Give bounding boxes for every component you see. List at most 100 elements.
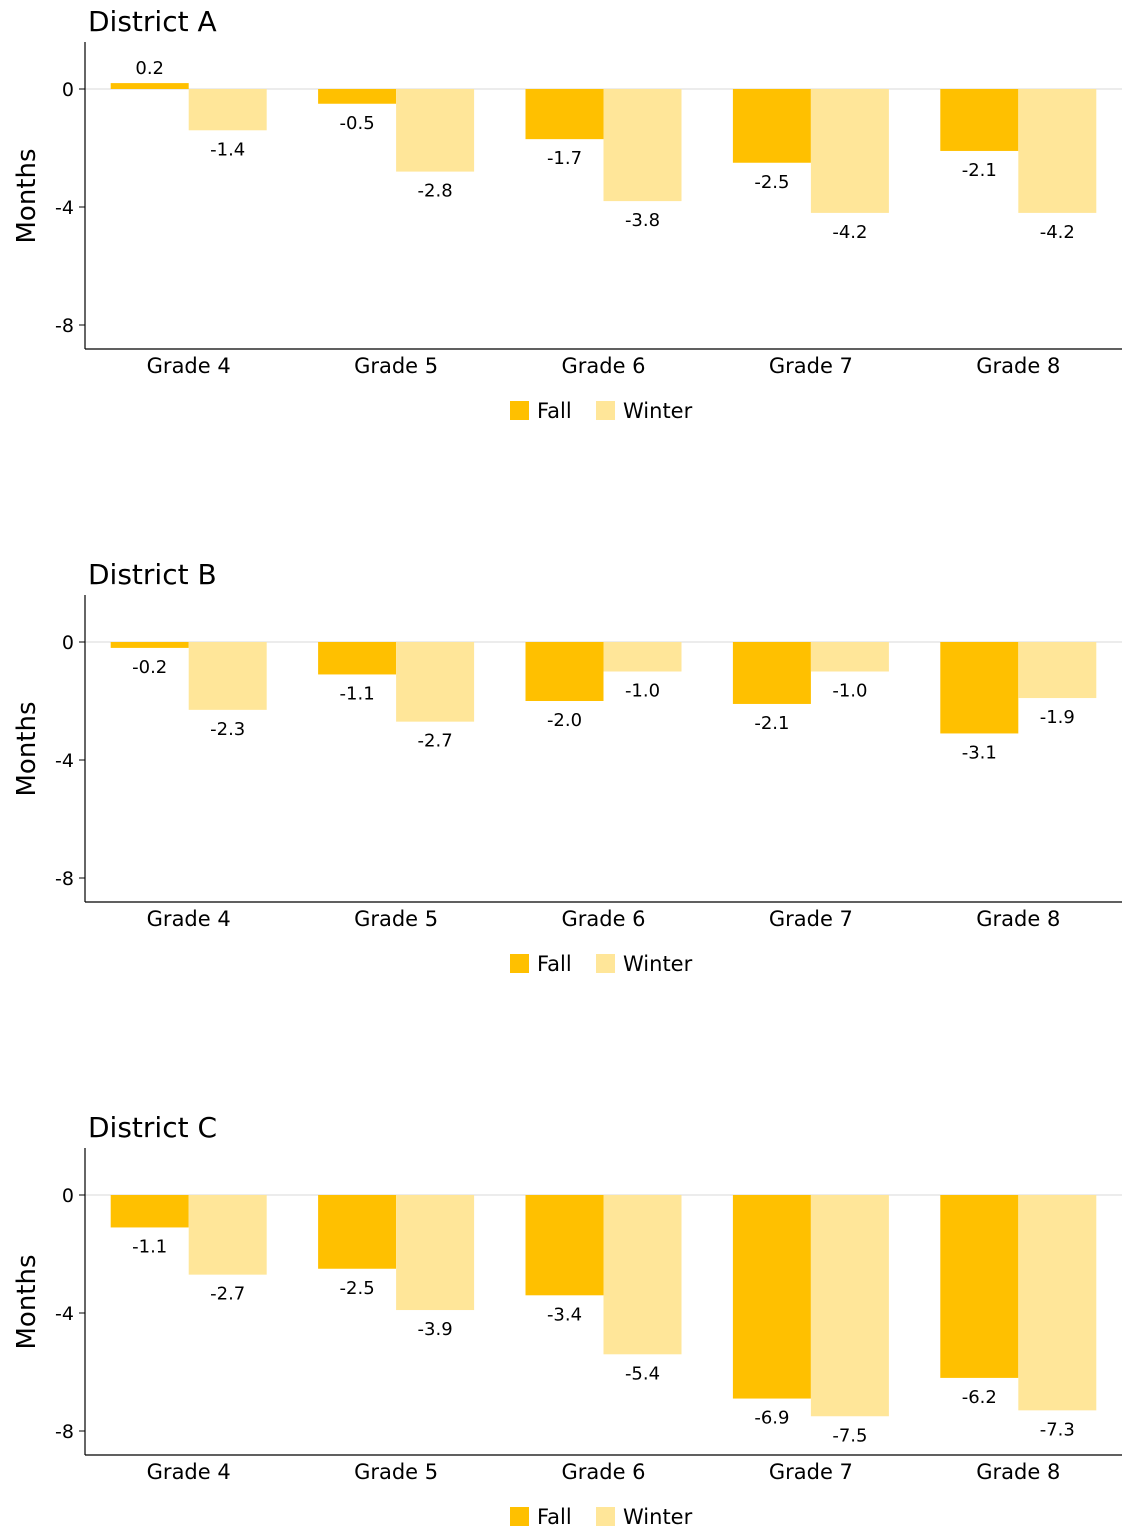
y-tick-label: 0 xyxy=(62,1185,74,1207)
chart-title: District B xyxy=(88,558,217,591)
y-tick-label: 0 xyxy=(62,632,74,654)
bar-fall xyxy=(525,89,604,140)
legend-label-winter: Winter xyxy=(623,399,693,423)
data-label: -2.7 xyxy=(210,1284,245,1305)
x-tick-label: Grade 8 xyxy=(976,907,1060,931)
bar-fall xyxy=(732,89,811,163)
data-label: -2.3 xyxy=(210,719,245,740)
y-axis-label: Months xyxy=(12,1254,42,1349)
data-label: -2.1 xyxy=(754,713,789,734)
legend: Fall Winter xyxy=(510,399,693,423)
bar-winter xyxy=(188,89,267,131)
y-tick-label: 0 xyxy=(62,79,74,101)
x-tick-label: Grade 7 xyxy=(769,354,853,378)
data-label: -3.4 xyxy=(547,1304,582,1325)
y-tick-label: -4 xyxy=(55,750,74,772)
bar-winter xyxy=(603,642,682,672)
chart-panel: District A Months 0 -4 -8 0.2 -1.4 Grade 4 -0.5 -… xyxy=(12,5,1122,423)
y-tick-label: -8 xyxy=(55,1421,74,1443)
bar-fall xyxy=(525,642,604,701)
legend-label-fall: Fall xyxy=(537,952,572,976)
data-label: 0.2 xyxy=(135,58,164,79)
data-label: -1.1 xyxy=(132,1236,167,1257)
bar-winter xyxy=(603,89,682,202)
x-tick-label: Grade 7 xyxy=(769,1460,853,1484)
y-tick-label: -8 xyxy=(55,868,74,890)
bar-winter xyxy=(603,1195,682,1355)
legend-swatch-fall xyxy=(510,401,529,420)
data-label: -2.0 xyxy=(547,710,582,731)
data-label: -6.9 xyxy=(754,1408,789,1429)
data-label: -2.8 xyxy=(418,181,453,202)
bar-winter xyxy=(1018,89,1097,213)
data-label: -1.4 xyxy=(210,139,245,160)
legend-label-fall: Fall xyxy=(537,399,572,423)
bar-winter xyxy=(396,1195,475,1311)
legend-swatch-fall xyxy=(510,954,529,973)
data-label: -3.9 xyxy=(418,1319,453,1340)
bar-fall xyxy=(110,642,189,648)
bar-fall xyxy=(525,1195,604,1296)
legend-swatch-fall xyxy=(510,1507,529,1526)
bar-winter xyxy=(810,89,889,213)
bar-winter xyxy=(188,642,267,710)
bar-fall xyxy=(940,642,1019,734)
x-tick-label: Grade 6 xyxy=(561,1460,645,1484)
x-tick-label: Grade 4 xyxy=(147,354,231,378)
legend-swatch-winter xyxy=(596,401,615,420)
y-axis-label: Months xyxy=(12,701,42,796)
x-tick-label: Grade 5 xyxy=(354,1460,438,1484)
bar-winter xyxy=(188,1195,267,1275)
chart-title: District A xyxy=(88,5,217,38)
x-tick-label: Grade 8 xyxy=(976,1460,1060,1484)
chart-title: District C xyxy=(88,1111,217,1144)
data-label: -4.2 xyxy=(832,222,867,243)
x-tick-label: Grade 7 xyxy=(769,907,853,931)
bar-fall xyxy=(940,89,1019,151)
legend-label-winter: Winter xyxy=(623,952,693,976)
legend: Fall Winter xyxy=(510,1505,693,1529)
bar-fall xyxy=(110,83,189,89)
x-tick-label: Grade 5 xyxy=(354,907,438,931)
data-label: -4.2 xyxy=(1040,222,1075,243)
bar-fall xyxy=(110,1195,189,1228)
bar-winter xyxy=(396,89,475,172)
x-tick-label: Grade 4 xyxy=(147,907,231,931)
data-label: -2.7 xyxy=(418,731,453,752)
data-label: -2.5 xyxy=(340,1278,375,1299)
y-tick-label: -8 xyxy=(55,315,74,337)
chart-panel: District C Months 0 -4 -8 -1.1 -2.7 Grade 4 -2.5… xyxy=(12,1111,1122,1529)
data-label: -6.2 xyxy=(962,1387,997,1408)
data-label: -5.4 xyxy=(625,1363,660,1384)
data-label: -0.5 xyxy=(340,113,375,134)
bar-winter xyxy=(1018,642,1097,699)
data-label: -1.9 xyxy=(1040,707,1075,728)
bar-winter xyxy=(1018,1195,1097,1411)
data-label: -2.5 xyxy=(754,172,789,193)
data-label: -1.0 xyxy=(832,681,867,702)
bar-fall xyxy=(940,1195,1019,1378)
x-tick-label: Grade 4 xyxy=(147,1460,231,1484)
data-label: -3.8 xyxy=(625,210,660,231)
x-tick-label: Grade 5 xyxy=(354,354,438,378)
data-label: -1.7 xyxy=(547,148,582,169)
data-label: -3.1 xyxy=(962,742,997,763)
y-tick-label: -4 xyxy=(55,197,74,219)
data-label: -2.1 xyxy=(962,160,997,181)
data-label: -7.3 xyxy=(1040,1419,1075,1440)
data-label: -0.2 xyxy=(132,657,167,678)
data-label: -7.5 xyxy=(832,1425,867,1446)
bar-winter xyxy=(396,642,475,722)
bar-fall xyxy=(732,1195,811,1399)
legend-swatch-winter xyxy=(596,954,615,973)
bar-fall xyxy=(318,89,397,104)
legend-label-winter: Winter xyxy=(623,1505,693,1529)
x-tick-label: Grade 6 xyxy=(561,907,645,931)
x-tick-label: Grade 6 xyxy=(561,354,645,378)
y-axis-label: Months xyxy=(12,148,42,243)
bar-winter xyxy=(810,1195,889,1417)
legend-label-fall: Fall xyxy=(537,1505,572,1529)
data-label: -1.0 xyxy=(625,681,660,702)
y-tick-label: -4 xyxy=(55,1303,74,1325)
